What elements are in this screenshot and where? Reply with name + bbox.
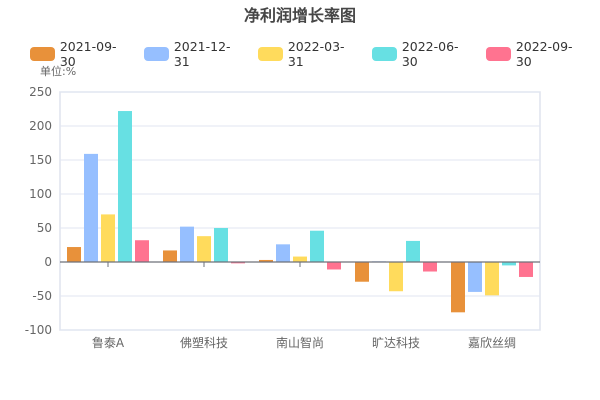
legend-swatch — [486, 47, 511, 61]
legend-item[interactable]: 2022-06-30 — [372, 39, 474, 69]
bar — [389, 262, 403, 292]
bar — [310, 230, 324, 262]
x-tick-label: 旷达科技 — [372, 336, 420, 350]
bar — [180, 226, 194, 262]
legend-swatch — [30, 47, 55, 61]
bar — [406, 240, 420, 262]
x-tick-label: 嘉欣丝绸 — [468, 336, 516, 350]
y-tick-label: 150 — [29, 153, 52, 167]
y-tick-label: 200 — [29, 119, 52, 133]
x-tick-label: 佛塑科技 — [180, 335, 228, 350]
bar — [502, 262, 516, 266]
legend: 2021-09-30 2021-12-31 2022-03-31 2022-06-30… — [30, 39, 600, 69]
bar — [276, 244, 290, 262]
bar — [214, 228, 228, 262]
legend-item[interactable]: 2021-09-30 — [30, 39, 132, 69]
bar — [468, 262, 482, 292]
legend-swatch — [258, 47, 283, 61]
bar — [135, 240, 149, 262]
legend-swatch — [372, 47, 397, 61]
y-tick-label: 250 — [29, 85, 52, 99]
legend-label: 2022-03-31 — [287, 39, 345, 69]
y-axis-unit: 单位:% — [40, 65, 77, 78]
legend-item[interactable]: 2022-09-30 — [486, 39, 588, 69]
bar — [423, 262, 437, 272]
legend-label: 2022-09-30 — [515, 39, 573, 69]
y-tick-label: 50 — [37, 221, 52, 235]
bar — [451, 262, 465, 313]
bar — [355, 262, 369, 282]
legend-label: 2021-09-30 — [59, 39, 117, 69]
legend-label: 2021-12-31 — [173, 39, 231, 69]
chart-title: 净利润增长率图 — [243, 6, 356, 25]
y-tick-label: -100 — [25, 323, 52, 337]
bar — [259, 259, 273, 262]
x-tick-label: 鲁泰A — [92, 336, 125, 350]
bar — [293, 256, 307, 262]
y-tick-label: -50 — [32, 289, 52, 303]
legend-swatch — [144, 47, 169, 61]
bar — [485, 262, 499, 296]
bar — [163, 250, 177, 262]
legend-label: 2022-06-30 — [401, 39, 459, 69]
bar — [101, 214, 115, 262]
bar — [519, 262, 533, 277]
bar — [327, 262, 341, 270]
y-tick-label: 0 — [44, 255, 52, 269]
legend-item[interactable]: 2022-03-31 — [258, 39, 360, 69]
legend-item[interactable]: 2021-12-31 — [144, 39, 246, 69]
bar — [118, 111, 132, 262]
bar — [84, 153, 98, 262]
bar — [67, 247, 81, 262]
bar — [231, 262, 245, 264]
bar — [197, 236, 211, 262]
y-tick-label: 100 — [29, 187, 52, 201]
x-tick-label: 南山智尚 — [276, 335, 324, 350]
